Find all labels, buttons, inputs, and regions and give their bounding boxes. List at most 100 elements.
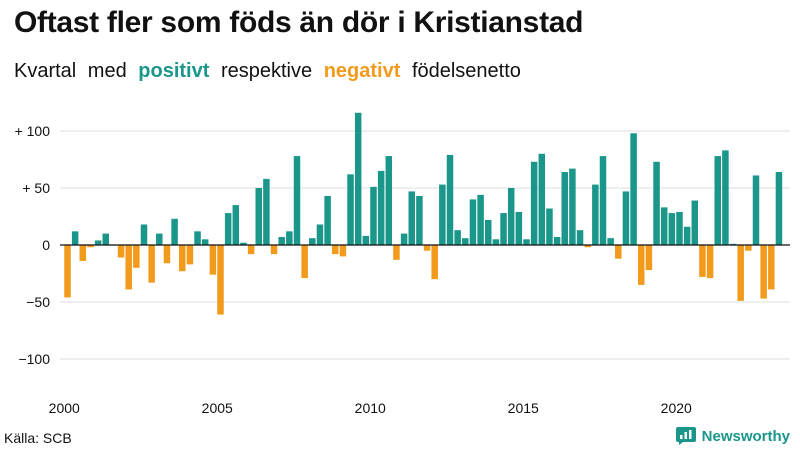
y-tick-label: + 100 — [15, 123, 51, 139]
bar-negative — [209, 245, 217, 275]
bar-positive — [492, 239, 500, 245]
subtitle-text-3: födelsenetto — [411, 60, 521, 82]
bar-positive — [469, 199, 477, 245]
x-tick-label: 2020 — [661, 400, 692, 416]
bar-negative — [699, 245, 706, 277]
bar-negative — [737, 245, 744, 301]
bar-positive — [263, 178, 270, 245]
bar-negative — [87, 245, 94, 248]
bar-negative — [393, 245, 400, 260]
bar-positive — [660, 207, 668, 245]
bar-positive — [530, 161, 538, 245]
bar-positive — [454, 230, 461, 245]
bar-positive — [102, 233, 109, 245]
bar-positive — [439, 184, 446, 245]
bar-negative — [706, 245, 714, 279]
bar-positive — [408, 191, 415, 245]
bar-positive — [232, 205, 240, 245]
bar-positive — [576, 230, 584, 245]
bar-positive — [362, 235, 370, 245]
bar-negative — [148, 245, 155, 283]
bar-positive — [714, 156, 721, 245]
bar-positive — [683, 226, 691, 245]
chart-title: Oftast fler som föds än dör i Kristianst… — [14, 6, 584, 39]
bar-positive — [553, 237, 561, 245]
bar-positive — [477, 194, 484, 245]
bar-positive — [309, 238, 316, 245]
brand-logo[interactable]: Newsworthy — [675, 427, 790, 445]
bar-negative — [745, 245, 752, 251]
bar-positive — [630, 133, 637, 245]
bar-negative — [332, 245, 339, 255]
bar-negative — [64, 245, 71, 298]
bar-positive — [94, 240, 102, 245]
subtitle-positive: positivt — [138, 60, 210, 82]
bar-negative — [186, 245, 194, 265]
x-tick-label: 2010 — [355, 400, 386, 416]
bar-positive — [385, 156, 393, 245]
bar-positive — [569, 168, 576, 245]
bar-positive — [400, 233, 408, 245]
bar-negative — [760, 245, 767, 299]
y-tick-label: −100 — [18, 351, 50, 367]
y-tick-label: + 50 — [22, 180, 50, 196]
bar-negative — [247, 245, 255, 255]
bar-negative — [301, 245, 308, 279]
bar-positive — [201, 239, 209, 245]
bar-negative — [584, 245, 591, 248]
bar-positive — [592, 184, 599, 245]
bar-negative — [133, 245, 140, 268]
chart-subtitle: Kvartal med positivt respektive negativt… — [14, 60, 521, 83]
bar-positive — [722, 150, 729, 245]
bar-negative — [423, 245, 431, 251]
bar-positive — [607, 238, 614, 245]
bar-negative — [117, 245, 125, 258]
subtitle-text-1: Kvartal med — [14, 60, 127, 82]
bar-positive — [676, 211, 683, 245]
bar-positive — [71, 231, 79, 245]
bar-positive — [599, 156, 607, 245]
bar-positive — [462, 238, 469, 245]
bar-positive — [485, 219, 492, 245]
bar-positive — [224, 213, 232, 245]
bar-positive — [354, 112, 362, 245]
x-tick-label: 2005 — [202, 400, 233, 416]
bar-negative — [217, 245, 224, 315]
bar-positive — [500, 213, 507, 245]
bar-positive — [240, 242, 247, 245]
bar-positive — [194, 231, 201, 245]
bar-positive — [446, 154, 454, 245]
subtitle-text-2: respektive — [220, 60, 313, 82]
bar-positive — [370, 186, 377, 245]
bar-positive — [546, 208, 553, 245]
bar-positive — [377, 170, 385, 245]
newsworthy-icon — [675, 427, 696, 445]
bar-negative — [645, 245, 653, 271]
bar-positive — [324, 195, 331, 245]
subtitle-negative: negativt — [323, 60, 401, 82]
bar-negative — [179, 245, 186, 272]
bar-positive — [171, 218, 178, 245]
bar-positive — [515, 211, 523, 245]
bar-negative — [79, 245, 87, 261]
bar-positive — [561, 172, 568, 245]
x-tick-label: 2015 — [508, 400, 539, 416]
bar-positive — [293, 156, 301, 245]
source-note: Källa: SCB — [4, 430, 72, 446]
bar-positive — [775, 172, 783, 245]
bar-positive — [668, 213, 676, 245]
bar-negative — [431, 245, 438, 280]
y-tick-label: 0 — [42, 237, 50, 253]
bar-positive — [255, 188, 262, 245]
bar-negative — [270, 245, 278, 255]
bar-positive — [278, 237, 285, 245]
bar-positive — [507, 188, 515, 245]
brand-name: Newsworthy — [701, 427, 790, 445]
bar-positive — [156, 233, 163, 245]
bar-positive — [691, 200, 699, 245]
bar-negative — [615, 245, 622, 259]
bar-negative — [339, 245, 347, 257]
bar-positive — [416, 195, 423, 245]
bar-negative — [125, 245, 132, 290]
